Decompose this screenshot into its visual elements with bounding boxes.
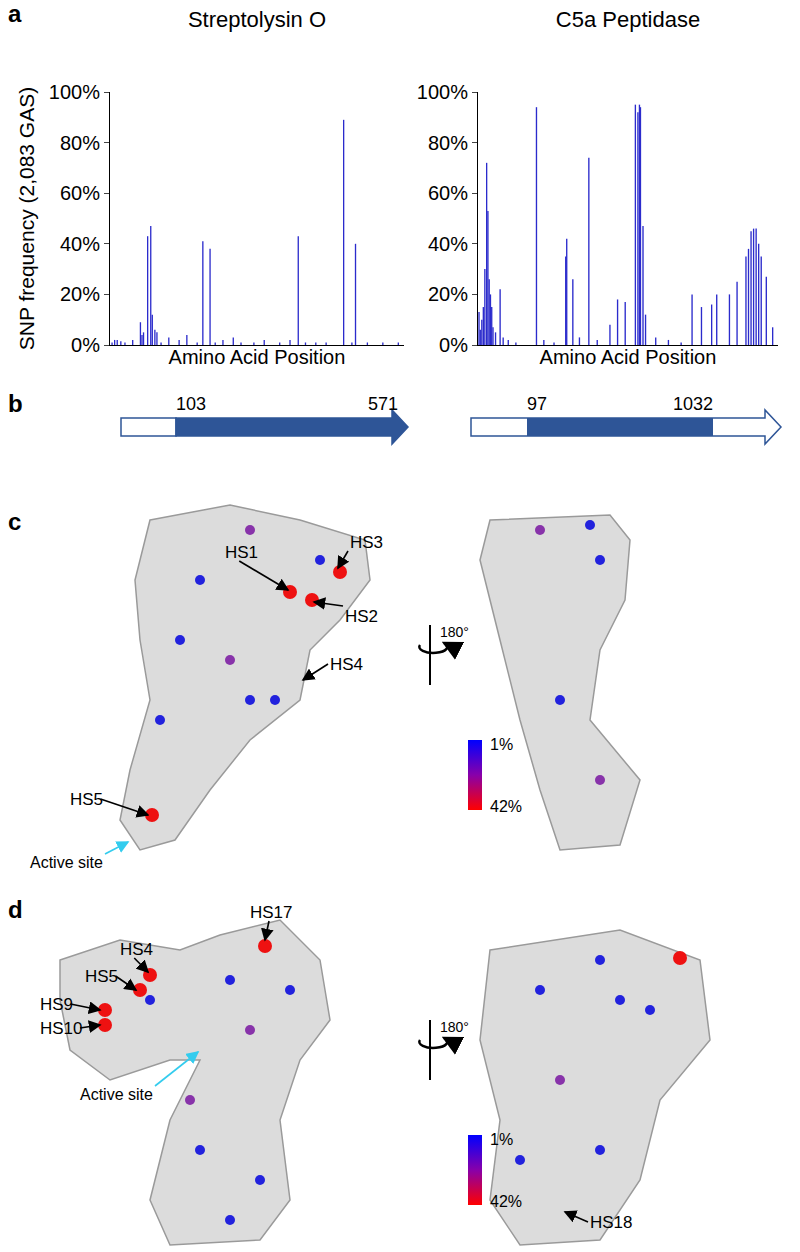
svg-text:1032: 1032: [673, 394, 713, 414]
svg-text:HS5: HS5: [85, 967, 118, 986]
svg-text:Amino Acid Position: Amino Acid Position: [169, 346, 346, 368]
svg-text:60%: 60%: [60, 182, 100, 204]
svg-text:c: c: [8, 508, 21, 535]
svg-text:Streptolysin O: Streptolysin O: [188, 7, 326, 32]
svg-text:571: 571: [368, 394, 398, 414]
svg-text:SNP frequency (2,083 GAS): SNP frequency (2,083 GAS): [15, 87, 38, 350]
svg-text:42%: 42%: [490, 798, 522, 815]
svg-text:42%: 42%: [490, 1193, 522, 1210]
svg-text:0%: 0%: [71, 334, 100, 356]
svg-text:HS4: HS4: [120, 940, 153, 959]
svg-text:d: d: [8, 896, 23, 923]
svg-text:60%: 60%: [428, 182, 468, 204]
svg-text:40%: 40%: [60, 233, 100, 255]
svg-text:Active site: Active site: [30, 854, 103, 871]
svg-text:180°: 180°: [440, 624, 469, 640]
svg-text:0%: 0%: [439, 334, 468, 356]
svg-text:1%: 1%: [490, 1131, 513, 1148]
svg-text:b: b: [8, 390, 23, 417]
svg-text:HS5: HS5: [70, 790, 103, 809]
svg-text:20%: 20%: [60, 283, 100, 305]
svg-text:80%: 80%: [60, 132, 100, 154]
svg-text:180°: 180°: [440, 1019, 469, 1035]
svg-text:a: a: [8, 0, 22, 27]
svg-text:HS1: HS1: [225, 543, 258, 562]
svg-text:100%: 100%: [417, 81, 468, 103]
svg-text:HS4: HS4: [330, 655, 363, 674]
svg-text:HS9: HS9: [40, 995, 73, 1014]
svg-text:HS17: HS17: [250, 903, 293, 922]
svg-text:HS10: HS10: [40, 1019, 83, 1038]
svg-text:Amino Acid Position: Amino Acid Position: [540, 346, 717, 368]
svg-text:20%: 20%: [428, 283, 468, 305]
svg-text:100%: 100%: [49, 81, 100, 103]
svg-text:1%: 1%: [490, 736, 513, 753]
svg-text:Active site: Active site: [80, 1086, 153, 1103]
svg-text:HS18: HS18: [590, 1213, 633, 1232]
svg-text:103: 103: [176, 394, 206, 414]
svg-text:97: 97: [527, 394, 547, 414]
svg-text:80%: 80%: [428, 132, 468, 154]
svg-text:HS2: HS2: [345, 607, 378, 626]
svg-text:40%: 40%: [428, 233, 468, 255]
svg-text:C5a Peptidase: C5a Peptidase: [556, 7, 700, 32]
svg-text:HS3: HS3: [350, 533, 383, 552]
